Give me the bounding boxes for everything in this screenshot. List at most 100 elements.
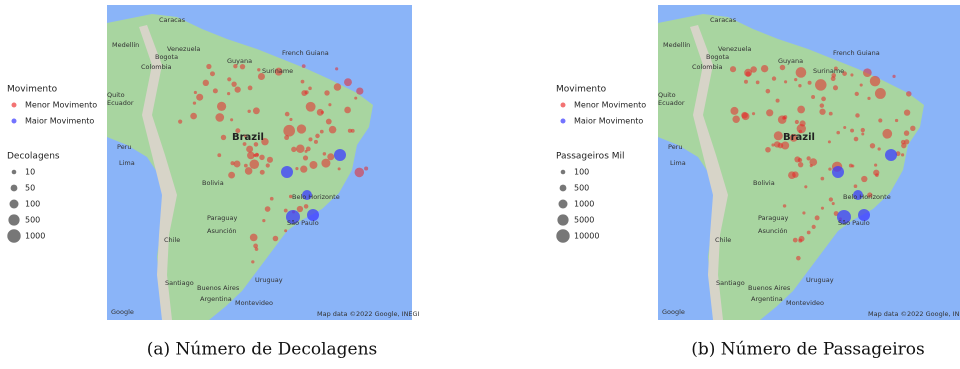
bubble	[315, 134, 320, 139]
map-label: Argentina	[200, 295, 232, 303]
bubble	[806, 156, 810, 160]
bubble	[855, 113, 859, 117]
map-label: Bolivia	[753, 179, 775, 187]
bubble	[256, 153, 259, 156]
bubble	[904, 109, 910, 115]
legend-label: 1000	[574, 200, 594, 209]
bubble	[247, 152, 255, 160]
map-label: Buenos Aires	[197, 284, 240, 292]
bubble	[861, 128, 865, 132]
map-label: Asunción	[758, 227, 788, 235]
legend-label: 100	[25, 200, 40, 209]
bubble	[774, 131, 783, 140]
bubble	[771, 143, 774, 146]
map-label: Chile	[164, 236, 180, 244]
bubble	[788, 171, 796, 179]
bubble	[284, 209, 288, 213]
bubble	[283, 125, 295, 137]
caption: (b) Número de Passageiros	[691, 340, 925, 360]
bubble	[320, 130, 324, 134]
map-label: French Guiana	[833, 49, 880, 57]
bubble	[249, 159, 259, 169]
bubble	[228, 172, 235, 179]
legend-title: Passageiros Mil	[556, 152, 625, 162]
bubble	[752, 112, 755, 115]
bubble	[850, 73, 853, 76]
map-label: Medellín	[663, 41, 690, 49]
bubble	[793, 238, 798, 243]
bubble	[321, 159, 330, 168]
bubble	[730, 66, 736, 72]
bubble	[306, 102, 316, 112]
bubble	[323, 152, 326, 155]
map-label: Santiago	[165, 279, 194, 287]
bubble	[255, 247, 259, 251]
bubble	[804, 185, 807, 188]
bubble	[828, 140, 831, 143]
bubble	[810, 164, 813, 167]
figure: CaracasMedellínVenezuelaBogotaColombiaGu…	[0, 0, 960, 365]
legend-label: Menor Movimento	[574, 101, 646, 110]
bubble	[798, 239, 802, 243]
bubble	[802, 211, 805, 214]
map: CaracasMedellínVenezuelaBogotaColombiaGu…	[107, 5, 420, 320]
bubble	[260, 170, 265, 175]
bubble	[284, 229, 287, 232]
bubble	[356, 88, 363, 95]
bubble	[217, 102, 226, 111]
legend-key	[10, 200, 19, 209]
legend-label: Maior Movimento	[25, 117, 94, 126]
legend-label: 10	[25, 168, 35, 177]
map-label: Guyana	[227, 57, 252, 65]
map-label: Brazil	[783, 132, 815, 143]
bubble	[829, 197, 833, 201]
map-label: Quito	[107, 91, 125, 99]
bubble	[808, 81, 812, 85]
bubble	[854, 137, 859, 142]
bubble	[798, 158, 802, 162]
map-label: Guyana	[778, 57, 803, 65]
bubble	[257, 68, 260, 71]
bubble	[308, 137, 312, 141]
legend-title: Movimento	[7, 85, 58, 95]
legend-key	[561, 119, 566, 124]
bubble	[227, 92, 230, 95]
map-label: Venezuela	[167, 45, 200, 53]
bubble	[821, 177, 825, 181]
map-label: Asunción	[207, 227, 237, 235]
bubble	[250, 234, 258, 242]
bubble	[308, 87, 312, 91]
map-label: Colombia	[692, 63, 723, 71]
bubble	[281, 166, 293, 178]
bubble	[335, 67, 338, 70]
legend-key	[556, 229, 569, 242]
bubble	[248, 86, 253, 91]
map-label: Santiago	[716, 279, 745, 287]
bubble	[832, 202, 835, 205]
bubble	[821, 97, 826, 102]
bubble	[860, 83, 863, 86]
bubble	[807, 231, 811, 235]
legend-label: 100	[574, 168, 589, 177]
bubble	[836, 131, 840, 135]
bubble	[265, 206, 271, 212]
legend-key	[561, 103, 566, 108]
map-label: Google	[111, 308, 134, 316]
legend-key	[12, 103, 17, 108]
bubble	[885, 149, 897, 161]
bubble	[303, 155, 308, 160]
bubble	[247, 110, 250, 113]
bubble	[895, 119, 898, 122]
bubble	[875, 88, 886, 99]
bubble	[221, 135, 226, 140]
bubble	[772, 76, 776, 80]
bubble	[267, 157, 273, 163]
bubble	[266, 163, 270, 167]
bubble	[310, 161, 318, 169]
bubble	[794, 78, 797, 81]
map-label: Bolivia	[202, 179, 224, 187]
bubble	[833, 85, 838, 90]
legend-key	[560, 185, 567, 192]
bubble	[344, 107, 351, 114]
bubble	[819, 109, 825, 115]
